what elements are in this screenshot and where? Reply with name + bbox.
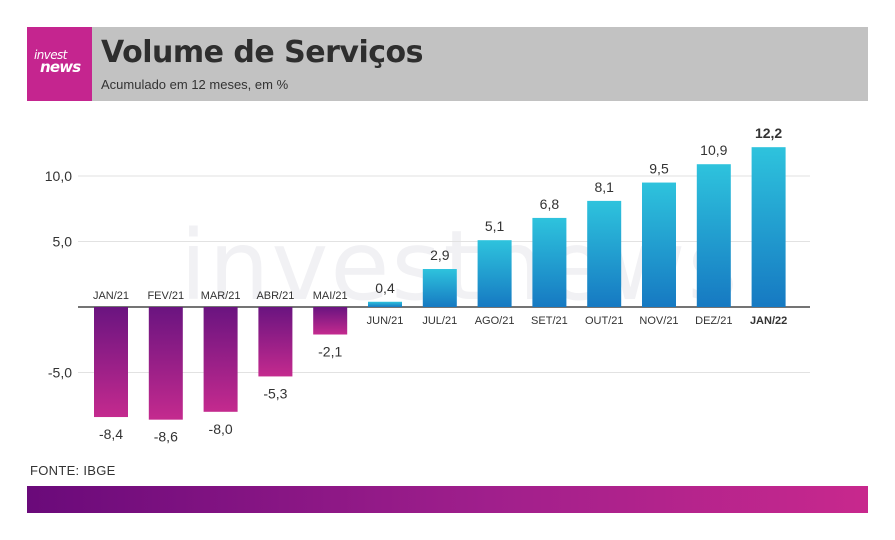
value-label: -8,4 (99, 426, 123, 442)
logo-text-news: news (40, 58, 81, 76)
category-label: JAN/21 (93, 290, 129, 302)
value-label: -2,1 (318, 344, 342, 360)
header-banner: invest news Volume de Serviços Acumulado… (27, 27, 868, 101)
bar (313, 307, 348, 335)
category-label: JUN/21 (367, 315, 404, 327)
footer-gradient-bar (27, 486, 868, 513)
value-label: 9,5 (649, 161, 669, 177)
bar (696, 164, 731, 307)
category-label: MAI/21 (313, 290, 348, 302)
source-note: FONTE: IBGE (30, 463, 116, 478)
logo-text-invest: invest (34, 48, 67, 62)
bar (258, 307, 293, 377)
chart-subtitle: Acumulado em 12 meses, em % (101, 77, 289, 92)
value-label: 5,1 (485, 218, 505, 234)
category-label: AGO/21 (475, 315, 515, 327)
bar (368, 301, 402, 307)
value-label: 2,9 (430, 247, 450, 263)
bar (532, 217, 567, 307)
y-tick-label: 10,0 (45, 168, 72, 184)
bar (94, 307, 128, 418)
category-label: NOV/21 (639, 315, 678, 327)
bar (477, 240, 512, 307)
category-label: SET/21 (531, 315, 568, 327)
y-tick-label: -5,0 (48, 365, 72, 381)
category-label: MAR/21 (201, 290, 241, 302)
value-label: 12,2 (755, 125, 782, 141)
value-label: -8,0 (209, 421, 233, 437)
y-tick-label: 5,0 (53, 234, 73, 250)
investnews-logo: invest news (27, 27, 92, 101)
bar (751, 147, 786, 307)
category-label: DEZ/21 (695, 315, 732, 327)
value-label: 6,8 (540, 196, 560, 212)
category-label: JAN/22 (750, 315, 787, 327)
category-label: JUL/21 (422, 315, 457, 327)
value-label: -8,6 (154, 429, 178, 445)
bar-chart: 10,0 5,0 -5,0 JAN/21 -8,4 FEV/21 -8,6 MAR/21 -8… (45, 125, 810, 445)
value-label: 0,4 (375, 280, 395, 296)
bar (422, 269, 457, 307)
chart-title: Volume de Serviços (101, 35, 423, 70)
value-label: 10,9 (700, 142, 727, 158)
value-label: 8,1 (594, 179, 614, 195)
category-label: FEV/21 (147, 290, 184, 302)
bar (642, 182, 676, 307)
value-label: -5,3 (263, 385, 287, 401)
bar (587, 200, 622, 307)
bar (203, 307, 238, 412)
category-label: OUT/21 (585, 315, 624, 327)
category-label: ABR/21 (256, 290, 294, 302)
bar (148, 307, 183, 420)
